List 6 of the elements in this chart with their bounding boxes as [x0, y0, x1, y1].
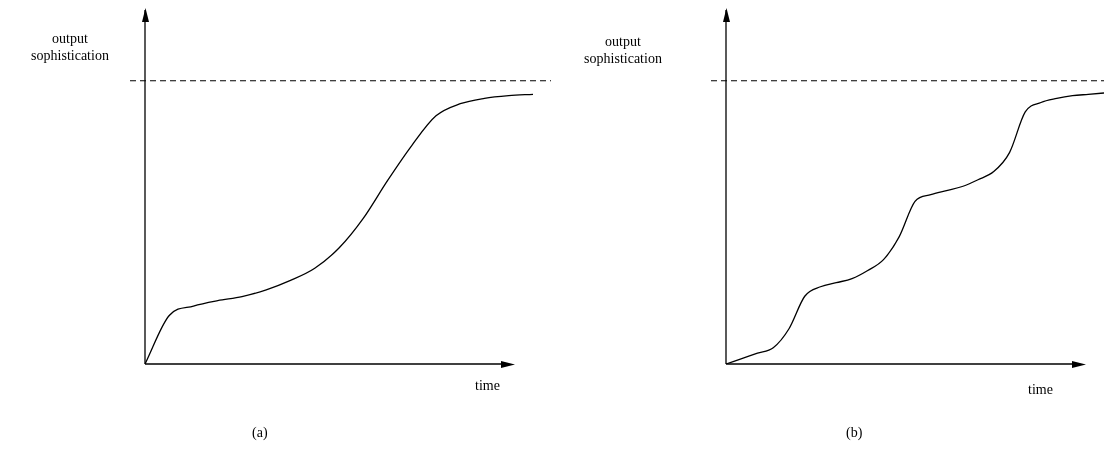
text: (a)	[252, 425, 268, 441]
y-axis-title: output sophistication	[583, 33, 663, 67]
x-axis-title: time	[475, 378, 500, 394]
x-axis-title: time	[1028, 382, 1053, 398]
y-axis-title: output sophistication	[30, 30, 110, 64]
text: (b)	[846, 425, 863, 441]
